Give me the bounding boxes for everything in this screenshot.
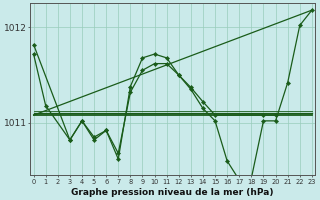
X-axis label: Graphe pression niveau de la mer (hPa): Graphe pression niveau de la mer (hPa): [71, 188, 274, 197]
